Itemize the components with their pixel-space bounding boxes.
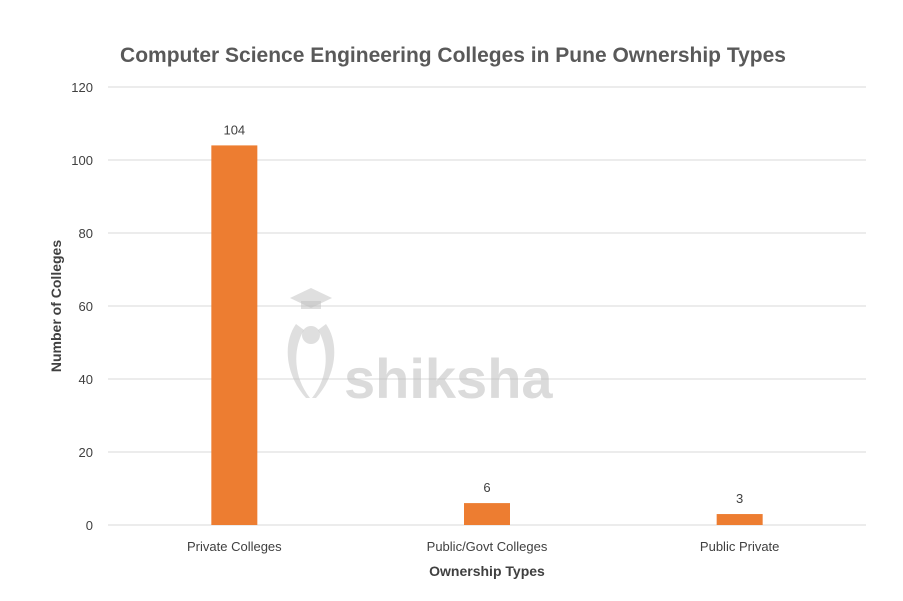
data-label: 3 — [736, 491, 743, 506]
y-tick-label: 100 — [71, 153, 93, 168]
x-tick-label: Private Colleges — [187, 539, 282, 554]
chart-title: Computer Science Engineering Colleges in… — [120, 44, 786, 67]
data-label: 104 — [223, 122, 245, 137]
y-tick-label: 60 — [79, 299, 93, 314]
watermark-text: shiksha — [344, 347, 553, 410]
y-axis-title: Number of Colleges — [48, 240, 64, 372]
y-tick-label: 20 — [79, 445, 93, 460]
y-axis-ticks: 0 20 40 60 80 100 120 — [71, 80, 93, 533]
bar — [716, 514, 763, 525]
y-tick-label: 40 — [79, 372, 93, 387]
y-tick-label: 80 — [79, 226, 93, 241]
bar — [211, 145, 258, 525]
x-axis-ticks: Private Colleges Public/Govt Colleges Publ… — [187, 539, 779, 554]
x-tick-label: Public Private — [700, 539, 779, 554]
data-labels: 104 6 3 — [223, 122, 743, 506]
bar — [464, 503, 510, 525]
watermark: shiksha — [287, 288, 553, 410]
x-tick-label: Public/Govt Colleges — [427, 539, 548, 554]
y-tick-label: 120 — [71, 80, 93, 95]
x-axis-title: Ownership Types — [429, 563, 545, 579]
bars — [211, 145, 763, 525]
y-tick-label: 0 — [86, 518, 93, 533]
data-label: 6 — [483, 480, 490, 495]
graduate-cap-logo-icon — [287, 288, 335, 398]
